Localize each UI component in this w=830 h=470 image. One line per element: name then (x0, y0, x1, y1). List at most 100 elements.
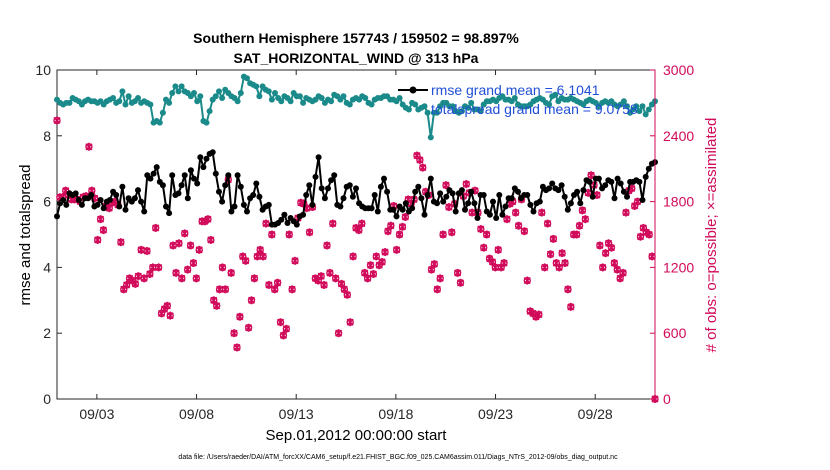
rmse-point (614, 175, 621, 182)
obs-assimilated-point (178, 274, 186, 283)
obs-assimilated-point (204, 215, 212, 224)
obs-assimilated-point (419, 163, 427, 172)
rmse-point (589, 193, 596, 200)
totalspread-point (396, 95, 403, 101)
obs-assimilated-point (239, 252, 247, 261)
rmse-point (222, 182, 229, 189)
rmse-point (116, 203, 123, 210)
totalspread-point (546, 101, 553, 108)
obs-assimilated-point (578, 206, 586, 215)
rmse-point (315, 154, 322, 161)
obs-assimilated-point (535, 310, 543, 319)
rmse-point (159, 182, 166, 189)
rmse-point (508, 195, 515, 202)
right-tick-label: 3000 (663, 62, 694, 78)
totalspread-point (159, 109, 166, 116)
rmse-point (524, 192, 531, 198)
rmse-point (574, 188, 581, 195)
rmse-point (97, 197, 104, 203)
rmse-point (412, 188, 419, 195)
obs-assimilated-point (271, 285, 279, 294)
rmse-point (515, 188, 521, 195)
totalspread-point (268, 96, 275, 103)
obs-assimilated-point (558, 249, 566, 258)
rmse-point (346, 182, 353, 189)
rmse-point (100, 205, 107, 212)
obs-assimilated-point (445, 203, 453, 212)
totalspread-point (412, 101, 419, 108)
obs-assimilated-point (323, 241, 331, 250)
obs-assimilated-point (564, 285, 572, 294)
plot-area (56, 69, 656, 400)
totalspread-point (166, 99, 173, 106)
totalspread-point (125, 93, 132, 100)
obs-assimilated-point (462, 180, 470, 189)
totalspread-point (620, 98, 627, 105)
obs-assimilated-point (335, 329, 343, 338)
totalspread-point (206, 108, 213, 115)
rmse-point (340, 195, 347, 202)
totalspread-point (362, 95, 369, 101)
rmse-point (63, 201, 70, 208)
rmse-point (175, 190, 182, 197)
obs-assimilated-point (285, 230, 293, 239)
totalspread-point (116, 98, 123, 105)
legend: rmse grand mean = 6.1041 totalspread gra… (398, 82, 638, 117)
totalspread-point (624, 103, 630, 110)
rmse-point (549, 180, 556, 187)
obs-assimilated-point (265, 280, 273, 289)
obs-assimilated-point (213, 301, 221, 310)
totalspread-point (178, 83, 185, 90)
rmse-point (418, 195, 425, 202)
obs-assimilated-point (314, 276, 322, 285)
rmse-point (78, 201, 85, 208)
rmse-point (384, 188, 391, 195)
rmse-point (620, 188, 627, 195)
obs-assimilated-point (512, 208, 520, 217)
rmse-point (471, 200, 478, 207)
rmse-point (94, 201, 101, 208)
obs-assimilated-point (538, 208, 546, 217)
rmse-point (564, 206, 571, 213)
obs-assimilated-point (416, 155, 424, 164)
rmse-point (153, 164, 160, 171)
rmse-point (200, 164, 207, 171)
obs-assimilated-point (195, 245, 203, 254)
rmse-point (225, 172, 232, 179)
rmse-point (88, 192, 95, 198)
obs-assimilated-point (541, 263, 549, 272)
rmse-point (306, 182, 313, 189)
totalspread-point (458, 108, 465, 115)
obs-assimilated-point (326, 268, 334, 277)
totalspread-point (219, 95, 226, 101)
rmse-point (580, 187, 587, 194)
obs-assimilated-point (596, 241, 604, 250)
rmse-point (318, 185, 325, 192)
totalspread-point (244, 75, 250, 82)
obs-assimilated-point (163, 301, 171, 310)
rmse-point (178, 182, 185, 189)
totalspread-point (368, 101, 375, 108)
rmse-point (209, 149, 216, 156)
obs-assimilated-point (454, 268, 462, 277)
obs-assimilated-point (575, 221, 584, 230)
obs-assimilated-point (253, 252, 261, 261)
obs-assimilated-point (137, 245, 145, 254)
totalspread-point (328, 98, 335, 105)
totalspread-point (434, 109, 440, 116)
rmse-point (440, 198, 447, 205)
rmse-point (371, 192, 378, 198)
rmse-point (390, 206, 397, 213)
rmse-point (409, 205, 416, 212)
obs-assimilated-point (349, 252, 357, 261)
obs-assimilated-point (523, 276, 531, 285)
totalspread-point (66, 99, 73, 106)
rmse-point (608, 178, 615, 185)
obs-assimilated-point (448, 228, 456, 237)
obs-assimilated-point (602, 249, 610, 258)
obs-assimilated-point (218, 263, 227, 272)
legend-rmse-label: rmse grand mean = 6.1041 (431, 82, 600, 98)
chart-title: Southern Hemisphere 157743 / 159502 = 98… (193, 30, 519, 46)
totalspread-point (169, 90, 176, 96)
obs-assimilated-point (645, 230, 653, 239)
